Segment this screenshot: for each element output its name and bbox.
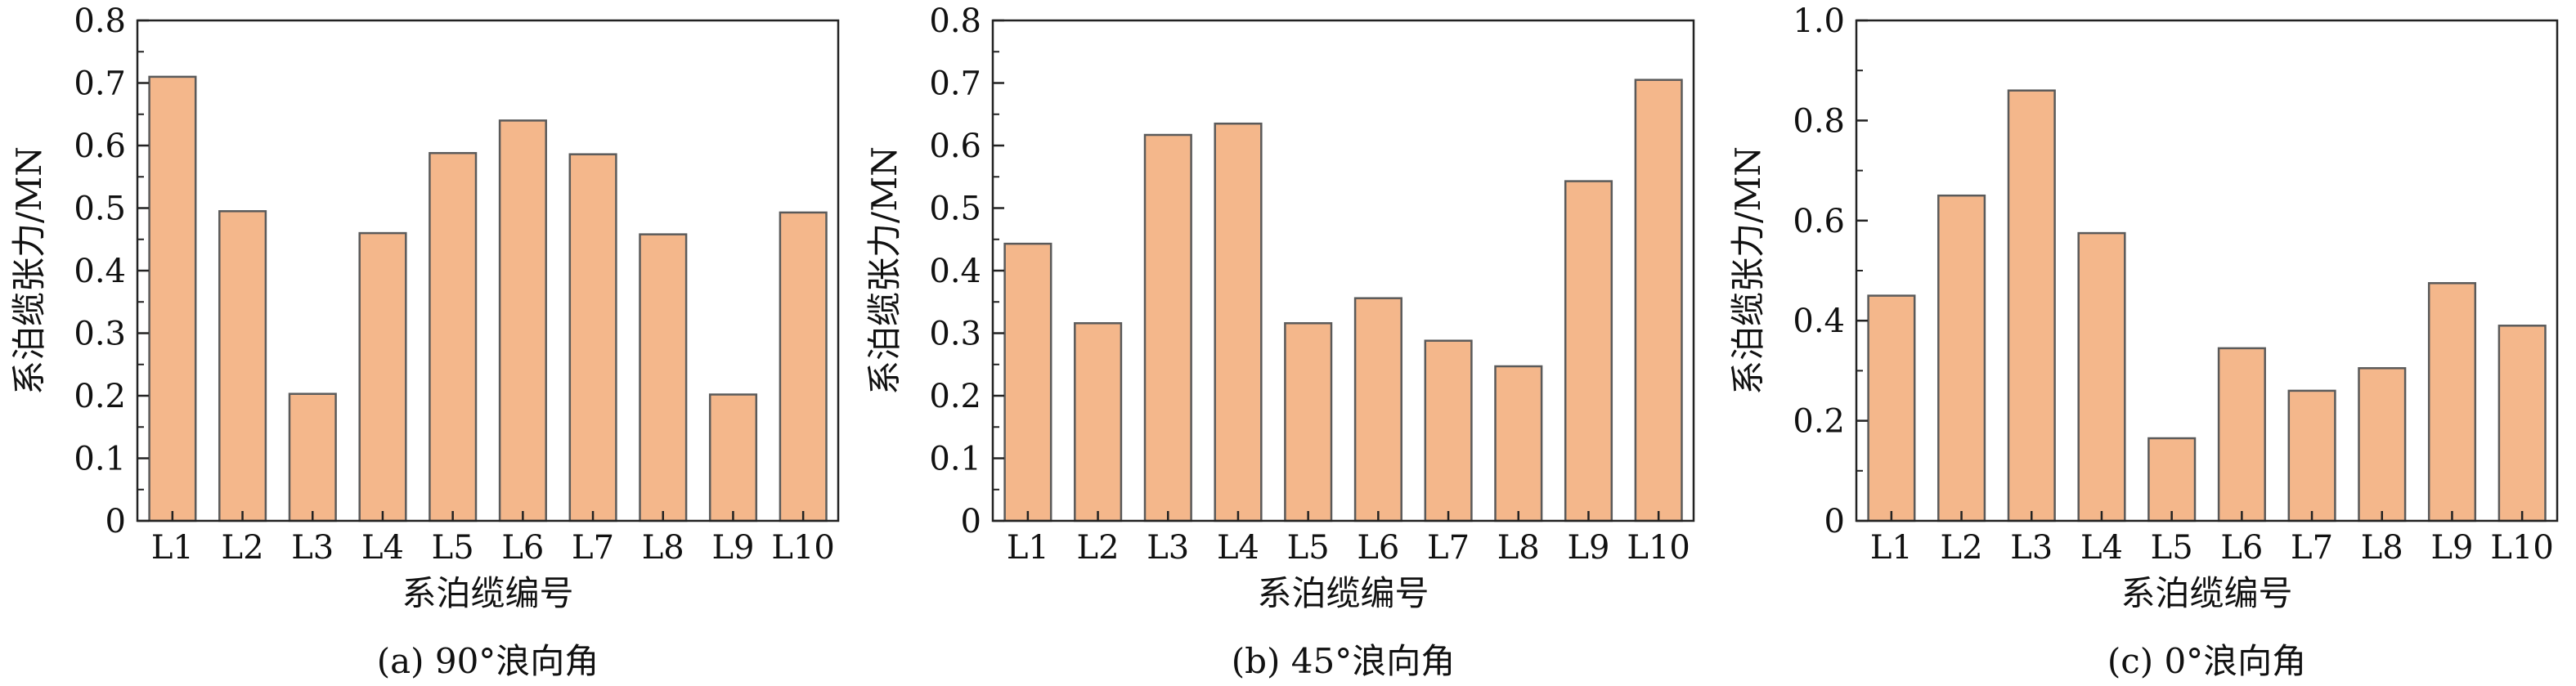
bar-L9 (1564, 180, 1613, 522)
x-tick-label-L1: L1 (1870, 529, 1913, 567)
y-tick-label: 1.0 (1793, 2, 1845, 40)
x-tick-label-L2: L2 (222, 529, 264, 567)
x-tick-label-L5: L5 (432, 529, 474, 567)
x-axis-label: 系泊缆编号 (2120, 573, 2292, 613)
x-tick-label-L4: L4 (2080, 529, 2123, 567)
y-tick-label: 0.7 (74, 65, 126, 103)
bar-L5 (429, 151, 478, 522)
bar-L6 (498, 119, 547, 522)
chart-caption: (a) 90°浪向角 (377, 641, 599, 681)
bar-L1 (1867, 294, 1916, 522)
x-tick-label-L7: L7 (572, 529, 614, 567)
x-tick-label-L10: L10 (771, 529, 834, 567)
x-tick-label-L1: L1 (151, 529, 194, 567)
y-tick-label: 0.5 (929, 191, 981, 228)
x-tick-label-L9: L9 (1567, 529, 1609, 567)
bar-L3 (2007, 89, 2056, 522)
bar-L6 (2217, 347, 2266, 522)
x-tick-label-L8: L8 (642, 529, 684, 567)
y-tick-label: 0.5 (74, 191, 126, 228)
y-axis-label: 系泊缆张力/MN (864, 146, 904, 395)
y-tick-label: 0 (961, 503, 981, 540)
bar-L2 (1074, 322, 1123, 522)
x-tick-label-L6: L6 (2220, 529, 2263, 567)
x-tick-label-L3: L3 (2010, 529, 2053, 567)
bar-L4 (1214, 122, 1263, 522)
y-tick-label: 0.2 (74, 378, 126, 415)
y-tick-label: 0.8 (74, 2, 126, 40)
y-tick-label: 0.7 (929, 65, 981, 103)
bar-L5 (1284, 322, 1333, 522)
y-tick-label: 0 (105, 503, 126, 540)
bar-L10 (1634, 78, 1683, 522)
chart-2: 0 0.1 0.2 0.3 0.4 0.5 0.6 0.7 0.8 L1 L2 L3 L4 L5 L6 L7 L… (864, 2, 1695, 681)
bar-L2 (218, 210, 267, 522)
bar-L8 (639, 233, 688, 522)
x-tick-label-L10: L10 (1627, 529, 1690, 567)
bar-L10 (2497, 325, 2547, 522)
y-tick-label: 0.6 (1793, 203, 1845, 240)
x-axis-label: 系泊缆编号 (1257, 573, 1429, 613)
bar-L4 (358, 231, 407, 522)
chart-caption: (b) 45°浪向角 (1232, 641, 1455, 681)
bar-L5 (2147, 437, 2197, 522)
bar-L2 (1937, 194, 1986, 522)
x-tick-label-L4: L4 (361, 529, 404, 567)
x-tick-label-L8: L8 (2361, 529, 2403, 567)
y-tick-label: 0.1 (929, 441, 981, 478)
chart-1: 0 0.1 0.2 0.3 0.4 0.5 0.6 0.7 0.8 L1 L2 L3 L4 L5 L6 L7 L… (9, 2, 840, 681)
x-tick-label-L9: L9 (711, 529, 754, 567)
y-tick-label: 0.2 (929, 378, 981, 415)
x-tick-label-L6: L6 (1357, 529, 1399, 567)
y-tick-label: 0.6 (929, 128, 981, 165)
x-tick-label-L1: L1 (1007, 529, 1049, 567)
bar-L3 (288, 392, 337, 522)
bar-L9 (2427, 282, 2477, 522)
bar-L8 (1494, 365, 1543, 522)
y-tick-label: 0.2 (1793, 403, 1845, 441)
chart-3: 0 0.2 0.4 0.6 0.8 1.0 L1 L2 L3 L4 L5 L6 L7 L8 L9 L10 系泊缆… (1728, 2, 2559, 681)
bar-L7 (2287, 389, 2336, 522)
x-tick-label-L9: L9 (2430, 529, 2473, 567)
y-tick-label: 0.4 (1793, 303, 1845, 340)
bar-L9 (708, 393, 758, 522)
bar-L7 (568, 153, 617, 522)
bar-L1 (1003, 242, 1052, 522)
y-tick-label: 0.1 (74, 441, 126, 478)
x-tick-label-L6: L6 (501, 529, 544, 567)
bar-L8 (2358, 367, 2407, 522)
y-tick-label: 0.6 (74, 128, 126, 165)
y-axis-label: 系泊缆张力/MN (9, 146, 49, 395)
bar-L3 (1143, 133, 1192, 522)
bar-L1 (148, 75, 197, 522)
x-tick-label-L10: L10 (2490, 529, 2553, 567)
bar-L7 (1424, 339, 1473, 522)
bar-L4 (2077, 231, 2126, 522)
y-tick-label: 0.8 (1793, 102, 1845, 140)
x-tick-label-L2: L2 (1941, 529, 1983, 567)
y-tick-label: 0.4 (929, 253, 981, 290)
x-axis-label: 系泊缆编号 (402, 573, 573, 613)
x-tick-label-L7: L7 (2291, 529, 2333, 567)
x-tick-label-L5: L5 (2151, 529, 2193, 567)
x-tick-label-L3: L3 (291, 529, 334, 567)
x-tick-label-L8: L8 (1497, 529, 1540, 567)
y-tick-label: 0 (1824, 503, 1845, 540)
y-tick-label: 0.8 (929, 2, 981, 40)
bar-L10 (779, 211, 828, 522)
x-tick-label-L7: L7 (1427, 529, 1470, 567)
chart-caption: (c) 0°浪向角 (2107, 641, 2306, 681)
y-tick-label: 0.3 (929, 316, 981, 353)
x-tick-label-L2: L2 (1077, 529, 1120, 567)
x-tick-label-L4: L4 (1217, 529, 1259, 567)
bar-L6 (1353, 297, 1402, 522)
y-axis-label: 系泊缆张力/MN (1728, 146, 1768, 395)
y-tick-label: 0.4 (74, 253, 126, 290)
y-tick-label: 0.3 (74, 316, 126, 353)
x-tick-label-L3: L3 (1147, 529, 1189, 567)
x-tick-label-L5: L5 (1287, 529, 1330, 567)
